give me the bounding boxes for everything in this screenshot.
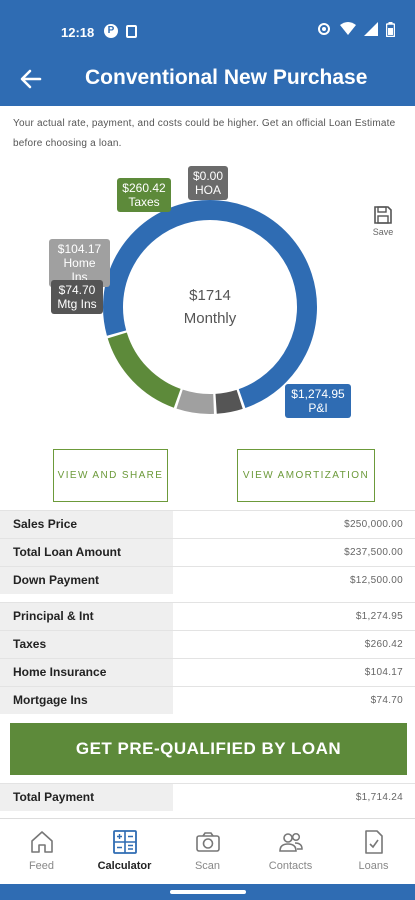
status-right-icons bbox=[316, 21, 395, 37]
donut-slice-home-ins bbox=[176, 389, 214, 414]
table-row: Principal & Int $1,274.95 bbox=[0, 602, 415, 630]
disclaimer-text: Your actual rate, payment, and costs cou… bbox=[13, 118, 396, 149]
get-pre-qualified-button[interactable]: GET PRE-QUALIFIED BY LOAN bbox=[10, 723, 407, 775]
save-icon bbox=[374, 206, 392, 224]
calculator-icon bbox=[112, 830, 137, 854]
view-and-share-button[interactable]: VIEW AND SHARE bbox=[53, 449, 168, 502]
payment-breakdown-table: Principal & Int $1,274.95 Taxes $260.42 … bbox=[0, 602, 415, 714]
app-header: 12:18 P Conventional New Purchase bbox=[0, 0, 415, 106]
row-label: Total Loan Amount bbox=[0, 539, 173, 566]
donut-chart bbox=[103, 200, 317, 414]
tab-feed[interactable]: Feed bbox=[0, 819, 83, 885]
table-row: Total Payment $1,714.24 bbox=[0, 783, 415, 811]
payment-breakdown-chart: $1714 Monthly $260.42 Taxes $0.00 HOA $1… bbox=[0, 160, 415, 435]
table-row: Down Payment $12,500.00 bbox=[0, 566, 415, 594]
donut-slice-taxes bbox=[107, 332, 181, 408]
sync-icon bbox=[318, 23, 330, 35]
tab-scan[interactable]: Scan bbox=[166, 819, 249, 885]
hoa-callout-label: HOA bbox=[194, 183, 221, 197]
taxes-callout-label: Taxes bbox=[128, 195, 160, 209]
mtg-ins-callout-value: $74.70 bbox=[58, 283, 96, 297]
tab-label: Feed bbox=[28, 860, 55, 872]
wifi-icon bbox=[340, 22, 356, 35]
camera-icon bbox=[195, 832, 220, 852]
taxes-callout: $260.42 Taxes bbox=[117, 178, 171, 212]
tab-loans[interactable]: Loans bbox=[332, 819, 415, 885]
home-ins-callout-value: $104.17 bbox=[57, 242, 102, 256]
home-indicator[interactable] bbox=[170, 890, 246, 894]
back-arrow-icon[interactable] bbox=[18, 66, 44, 92]
table-row: Sales Price $250,000.00 bbox=[0, 510, 415, 538]
table-row: Taxes $260.42 bbox=[0, 630, 415, 658]
pi-callout-label: P&I bbox=[308, 401, 328, 415]
tab-label: Loans bbox=[358, 860, 389, 872]
row-value: $1,274.95 bbox=[355, 611, 403, 622]
battery-icon bbox=[386, 21, 395, 37]
row-label: Principal & Int bbox=[0, 603, 173, 630]
tab-contacts[interactable]: Contacts bbox=[249, 819, 332, 885]
home-icon bbox=[30, 831, 53, 853]
tab-label: Contacts bbox=[268, 860, 313, 872]
document-icon bbox=[364, 830, 383, 854]
status-bar: 12:18 P bbox=[0, 0, 415, 58]
contacts-icon bbox=[278, 832, 303, 852]
row-label: Taxes bbox=[0, 631, 173, 658]
page-title: Conventional New Purchase bbox=[85, 66, 368, 89]
view-amortization-button[interactable]: VIEW AMORTIZATION bbox=[237, 449, 375, 502]
tab-label: Scan bbox=[194, 860, 221, 872]
table-row: Mortgage Ins $74.70 bbox=[0, 686, 415, 714]
mtg-ins-callout: $74.70 Mtg Ins bbox=[51, 280, 103, 314]
chart-center-value: $1714 bbox=[189, 287, 231, 304]
row-value: $74.70 bbox=[370, 695, 403, 706]
bottom-tab-bar: Feed Calculator Scan Contacts Loans bbox=[0, 818, 415, 884]
donut-slice-p-i bbox=[103, 200, 317, 408]
table-row: Total Loan Amount $237,500.00 bbox=[0, 538, 415, 566]
save-label: Save bbox=[372, 227, 394, 237]
row-label: Mortgage Ins bbox=[0, 687, 173, 714]
table-row: Home Insurance $104.17 bbox=[0, 658, 415, 686]
row-value: $104.17 bbox=[364, 667, 403, 678]
taxes-callout-value: $260.42 bbox=[122, 181, 166, 195]
tab-label: Calculator bbox=[97, 860, 152, 872]
signal-icon bbox=[364, 22, 378, 36]
tab-calculator[interactable]: Calculator bbox=[83, 819, 166, 885]
save-button[interactable]: Save bbox=[368, 205, 398, 237]
hoa-callout-value: $0.00 bbox=[193, 169, 224, 183]
pi-callout: $1,274.95 P&I bbox=[285, 384, 351, 418]
status-time: 12:18 bbox=[61, 25, 95, 40]
row-label: Down Payment bbox=[0, 567, 173, 594]
row-value: $1,714.24 bbox=[355, 792, 403, 803]
row-label: Sales Price bbox=[0, 511, 173, 538]
hoa-callout: $0.00 HOA bbox=[188, 166, 228, 200]
row-value: $250,000.00 bbox=[344, 519, 403, 530]
pi-callout-value: $1,274.95 bbox=[291, 387, 345, 401]
chart-center-label: Monthly bbox=[183, 310, 237, 327]
row-label: Home Insurance bbox=[0, 659, 173, 686]
row-value: $12,500.00 bbox=[349, 575, 403, 586]
notification-badge-icon: P bbox=[104, 24, 118, 38]
home-ins-callout: $104.17 Home Ins bbox=[49, 239, 110, 287]
row-value: $260.42 bbox=[364, 639, 403, 650]
sd-card-icon bbox=[126, 25, 137, 38]
total-payment-table: Total Payment $1,714.24 bbox=[0, 783, 415, 811]
loan-summary-table: Sales Price $250,000.00 Total Loan Amoun… bbox=[0, 510, 415, 594]
row-label: Total Payment bbox=[0, 784, 173, 811]
donut-slice-mtg-ins bbox=[215, 389, 243, 414]
row-value: $237,500.00 bbox=[344, 547, 403, 558]
mtg-ins-callout-label: Mtg Ins bbox=[57, 297, 97, 311]
